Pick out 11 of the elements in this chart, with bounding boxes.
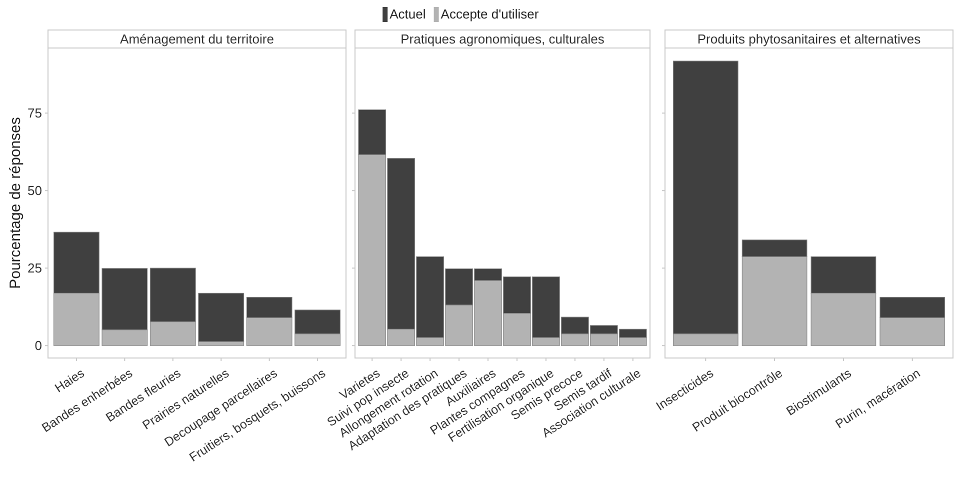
y-tick-label: 50: [28, 183, 42, 198]
chart-title: Produits phytosanitaires et alternatives: [697, 32, 922, 46]
chart-title: Pratiques agronomiques, culturales: [400, 32, 605, 46]
legend-label: Actuel: [390, 6, 426, 22]
chart-title: Aménagement du territoire: [120, 32, 274, 46]
y-tick-label: 0: [34, 338, 42, 354]
bar: [198, 292, 244, 342]
y-axis-title: Pourcentage de réponses: [7, 117, 24, 289]
legend-label: Accepte d'utiliser: [440, 6, 540, 22]
y-tick-label: 25: [28, 260, 42, 276]
y-tick-label: 75: [28, 106, 42, 121]
